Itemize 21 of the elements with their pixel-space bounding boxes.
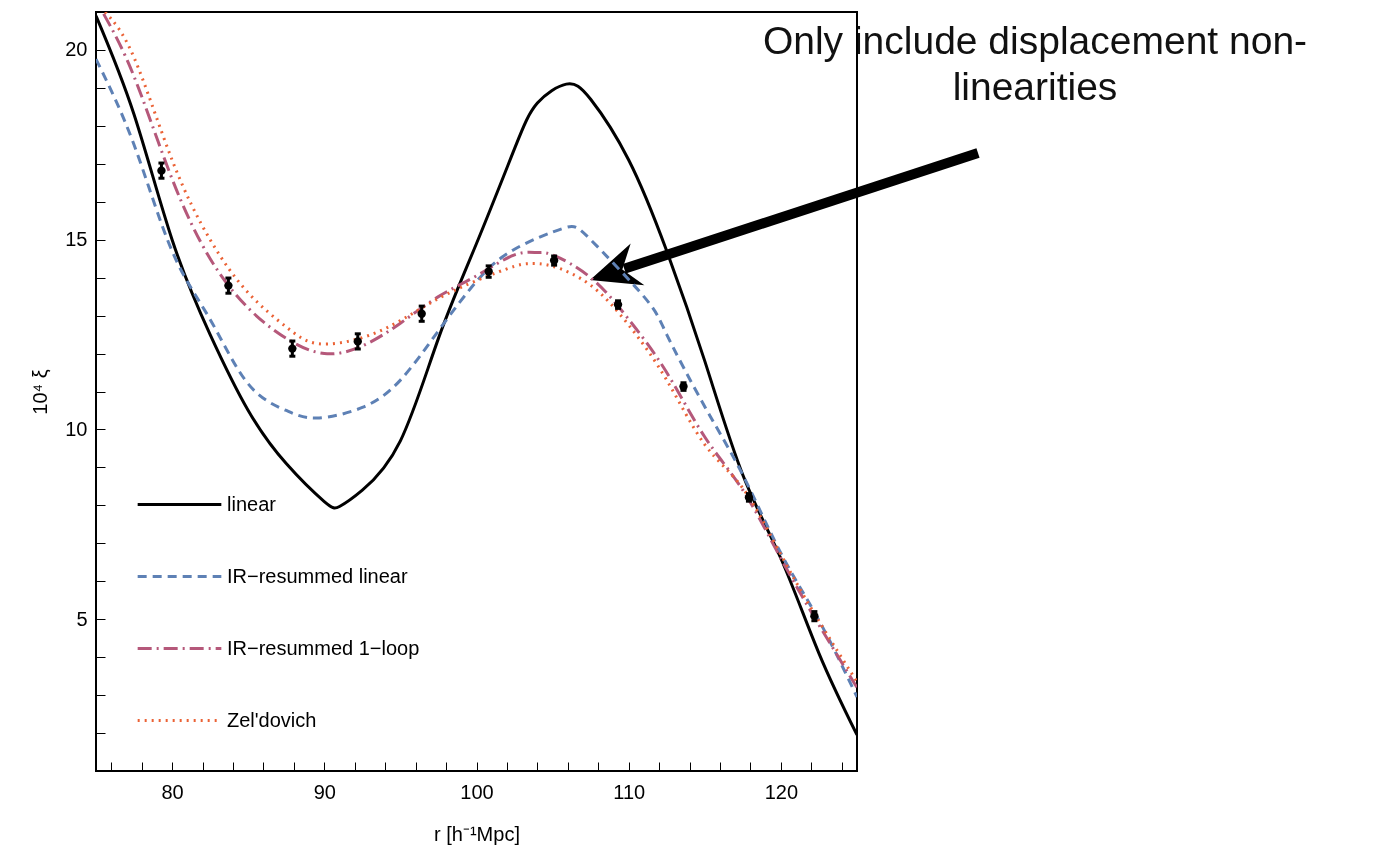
y-tick-label: 20 [65,38,88,61]
legend-label: IR−resummed 1−loop [227,636,420,659]
point [224,281,233,290]
legend-label: IR−resummed linear [227,564,408,587]
point [157,166,166,175]
legend-label: linear [227,492,277,515]
point [288,344,297,353]
point [417,309,426,318]
point [353,337,362,346]
x-tick-label: 80 [161,780,184,803]
y-axis-title: 10⁴ ξ [29,369,52,415]
x-tick-label: 110 [613,780,646,803]
x-tick-label: 100 [460,780,494,803]
annotation: Only include displacement non-linearities [761,18,1309,110]
y-tick-label: 10 [65,417,88,440]
x-tick-label: 90 [313,780,336,803]
y-tick-label: 5 [76,607,88,630]
x-tick-label: 120 [764,780,799,803]
x-axis-title: r [h⁻¹Mpc] [434,822,520,845]
y-tick-label: 15 [65,228,88,251]
legend-label: Zel'dovich [227,708,317,731]
